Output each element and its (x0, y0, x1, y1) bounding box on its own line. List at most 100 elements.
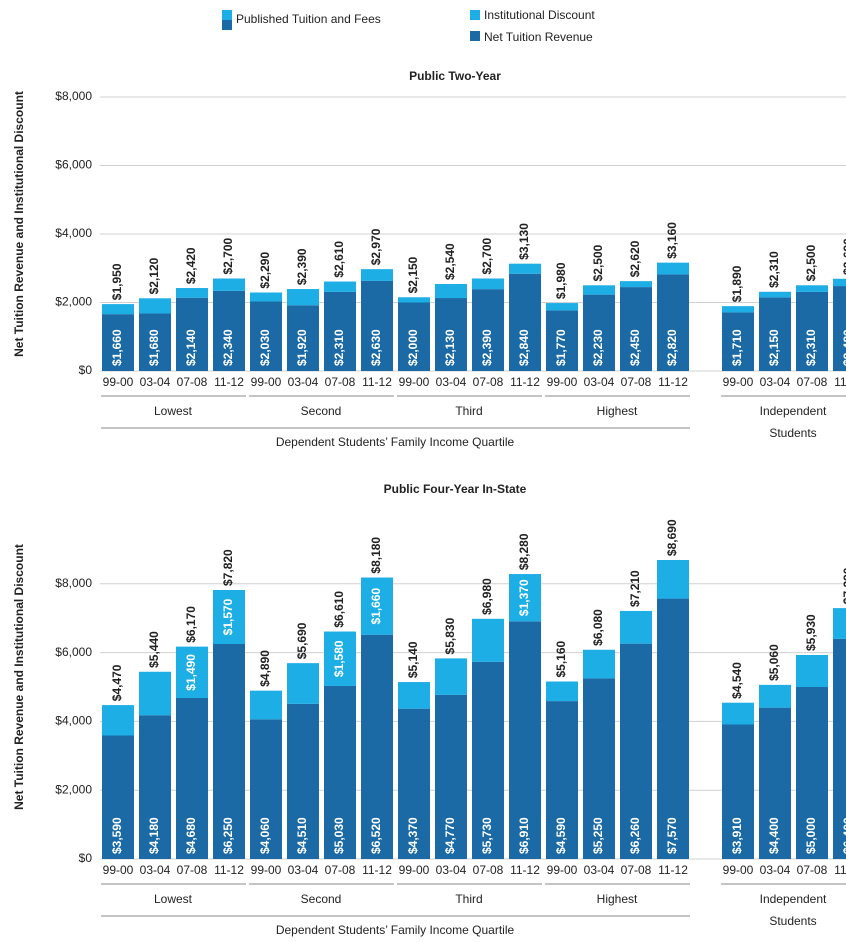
value-label: $5,730 (480, 817, 494, 854)
value-label: $5,930 (804, 614, 818, 651)
bar-segment (759, 684, 791, 708)
bar-segment (583, 294, 615, 371)
x-tick-label: 07-08 (325, 375, 356, 389)
bar-total (546, 303, 578, 305)
value-label: $4,470 (110, 664, 124, 701)
value-label: $2,620 (628, 240, 642, 277)
value-label: $6,170 (184, 606, 198, 643)
x-tick-label: 99-00 (399, 863, 430, 877)
bar-segment (657, 262, 689, 275)
x-tick-label: 11-12 (834, 375, 846, 389)
x-tick-label: 11-12 (214, 863, 244, 877)
x-tick-label: 99-00 (251, 863, 282, 877)
value-label: $2,000 (406, 329, 420, 366)
x-tick-label: 99-00 (723, 375, 754, 389)
value-label: $2,150 (767, 329, 781, 366)
value-label: $2,840 (517, 329, 531, 366)
bar-segment (509, 273, 541, 371)
group-axis-label: Dependent Students’ Family Income Quarti… (276, 923, 515, 937)
value-label: $2,030 (258, 329, 272, 366)
bar-total (509, 263, 541, 265)
x-tick-label: 07-08 (473, 375, 504, 389)
x-tick-label: 99-00 (251, 375, 282, 389)
bar-segment (361, 269, 393, 281)
group-axis-label: Dependent Students’ Family Income Quarti… (276, 435, 515, 449)
value-label: $1,570 (221, 598, 235, 635)
bar-total (796, 285, 828, 287)
bar-total (435, 658, 467, 660)
bar-segment (620, 287, 652, 371)
y-tick-label: $8,000 (55, 576, 92, 590)
value-label: $6,520 (369, 817, 383, 854)
value-label: $6,250 (221, 817, 235, 854)
bar-segment (213, 644, 245, 859)
bar-segment (213, 589, 245, 644)
x-tick-label: 07-08 (621, 863, 652, 877)
bar-segment (102, 314, 134, 371)
bar-total (546, 681, 578, 683)
y-tick-label: $2,000 (55, 295, 92, 309)
bar-segment (361, 634, 393, 859)
x-tick-label: 03-04 (584, 375, 615, 389)
bar-segment (287, 305, 319, 371)
x-tick-label: 11-12 (214, 375, 244, 389)
bar-segment (435, 298, 467, 371)
bar-total (657, 560, 689, 562)
value-label: $2,390 (480, 329, 494, 366)
bar-segment (324, 685, 356, 859)
bar-segment (287, 703, 319, 859)
value-label: $1,950 (110, 263, 124, 300)
x-tick-label: 99-00 (399, 375, 430, 389)
bar-total (324, 631, 356, 633)
bar-segment (546, 681, 578, 702)
value-label: $2,500 (591, 244, 605, 281)
value-label: $2,540 (443, 243, 457, 280)
group-label: Independent Students (760, 892, 827, 928)
y-tick-label: $8,000 (55, 89, 92, 103)
x-tick-label: 03-04 (760, 863, 791, 877)
value-label: $3,160 (665, 222, 679, 259)
value-label: $3,910 (730, 817, 744, 854)
bar-total (176, 646, 208, 648)
value-label: $4,180 (147, 817, 161, 854)
value-label: $2,420 (184, 247, 198, 284)
y-tick-label: $0 (79, 851, 93, 865)
group-label: Highest (597, 892, 638, 906)
value-label: $5,030 (332, 817, 346, 854)
value-label: $7,820 (221, 549, 235, 586)
bar-segment (472, 661, 504, 859)
y-tick-label: $4,000 (55, 714, 92, 728)
bar-segment (657, 274, 689, 371)
value-label: $1,980 (554, 262, 568, 299)
value-label: $1,890 (730, 265, 744, 302)
legend-label: Institutional Discount (484, 8, 595, 22)
group-label: Third (455, 404, 482, 418)
bar-total (472, 278, 504, 280)
value-label: $2,820 (665, 329, 679, 366)
y-tick-label: $6,000 (55, 158, 92, 172)
bar-segment (546, 310, 578, 371)
bar-total (213, 589, 245, 591)
y-tick-label: $6,000 (55, 645, 92, 659)
x-tick-label: 99-00 (723, 863, 754, 877)
bar-total (796, 655, 828, 657)
bar-segment (796, 655, 828, 687)
bar-total (657, 262, 689, 264)
y-tick-label: $2,000 (55, 782, 92, 796)
bar-total (833, 608, 846, 610)
value-label: $2,500 (804, 244, 818, 281)
x-tick-label: 03-04 (584, 863, 615, 877)
bar-segment (361, 577, 393, 635)
bar-segment (833, 278, 846, 287)
x-tick-label: 03-04 (760, 375, 791, 389)
bar-segment (722, 312, 754, 371)
bar-segment (472, 289, 504, 371)
bar-total (833, 278, 846, 280)
bar-total (287, 663, 319, 665)
bar-segment (139, 671, 171, 716)
bar-total (509, 574, 541, 576)
bar-total (139, 298, 171, 300)
bar-segment (139, 298, 171, 314)
bar-segment (435, 694, 467, 859)
bar-segment (398, 297, 430, 303)
